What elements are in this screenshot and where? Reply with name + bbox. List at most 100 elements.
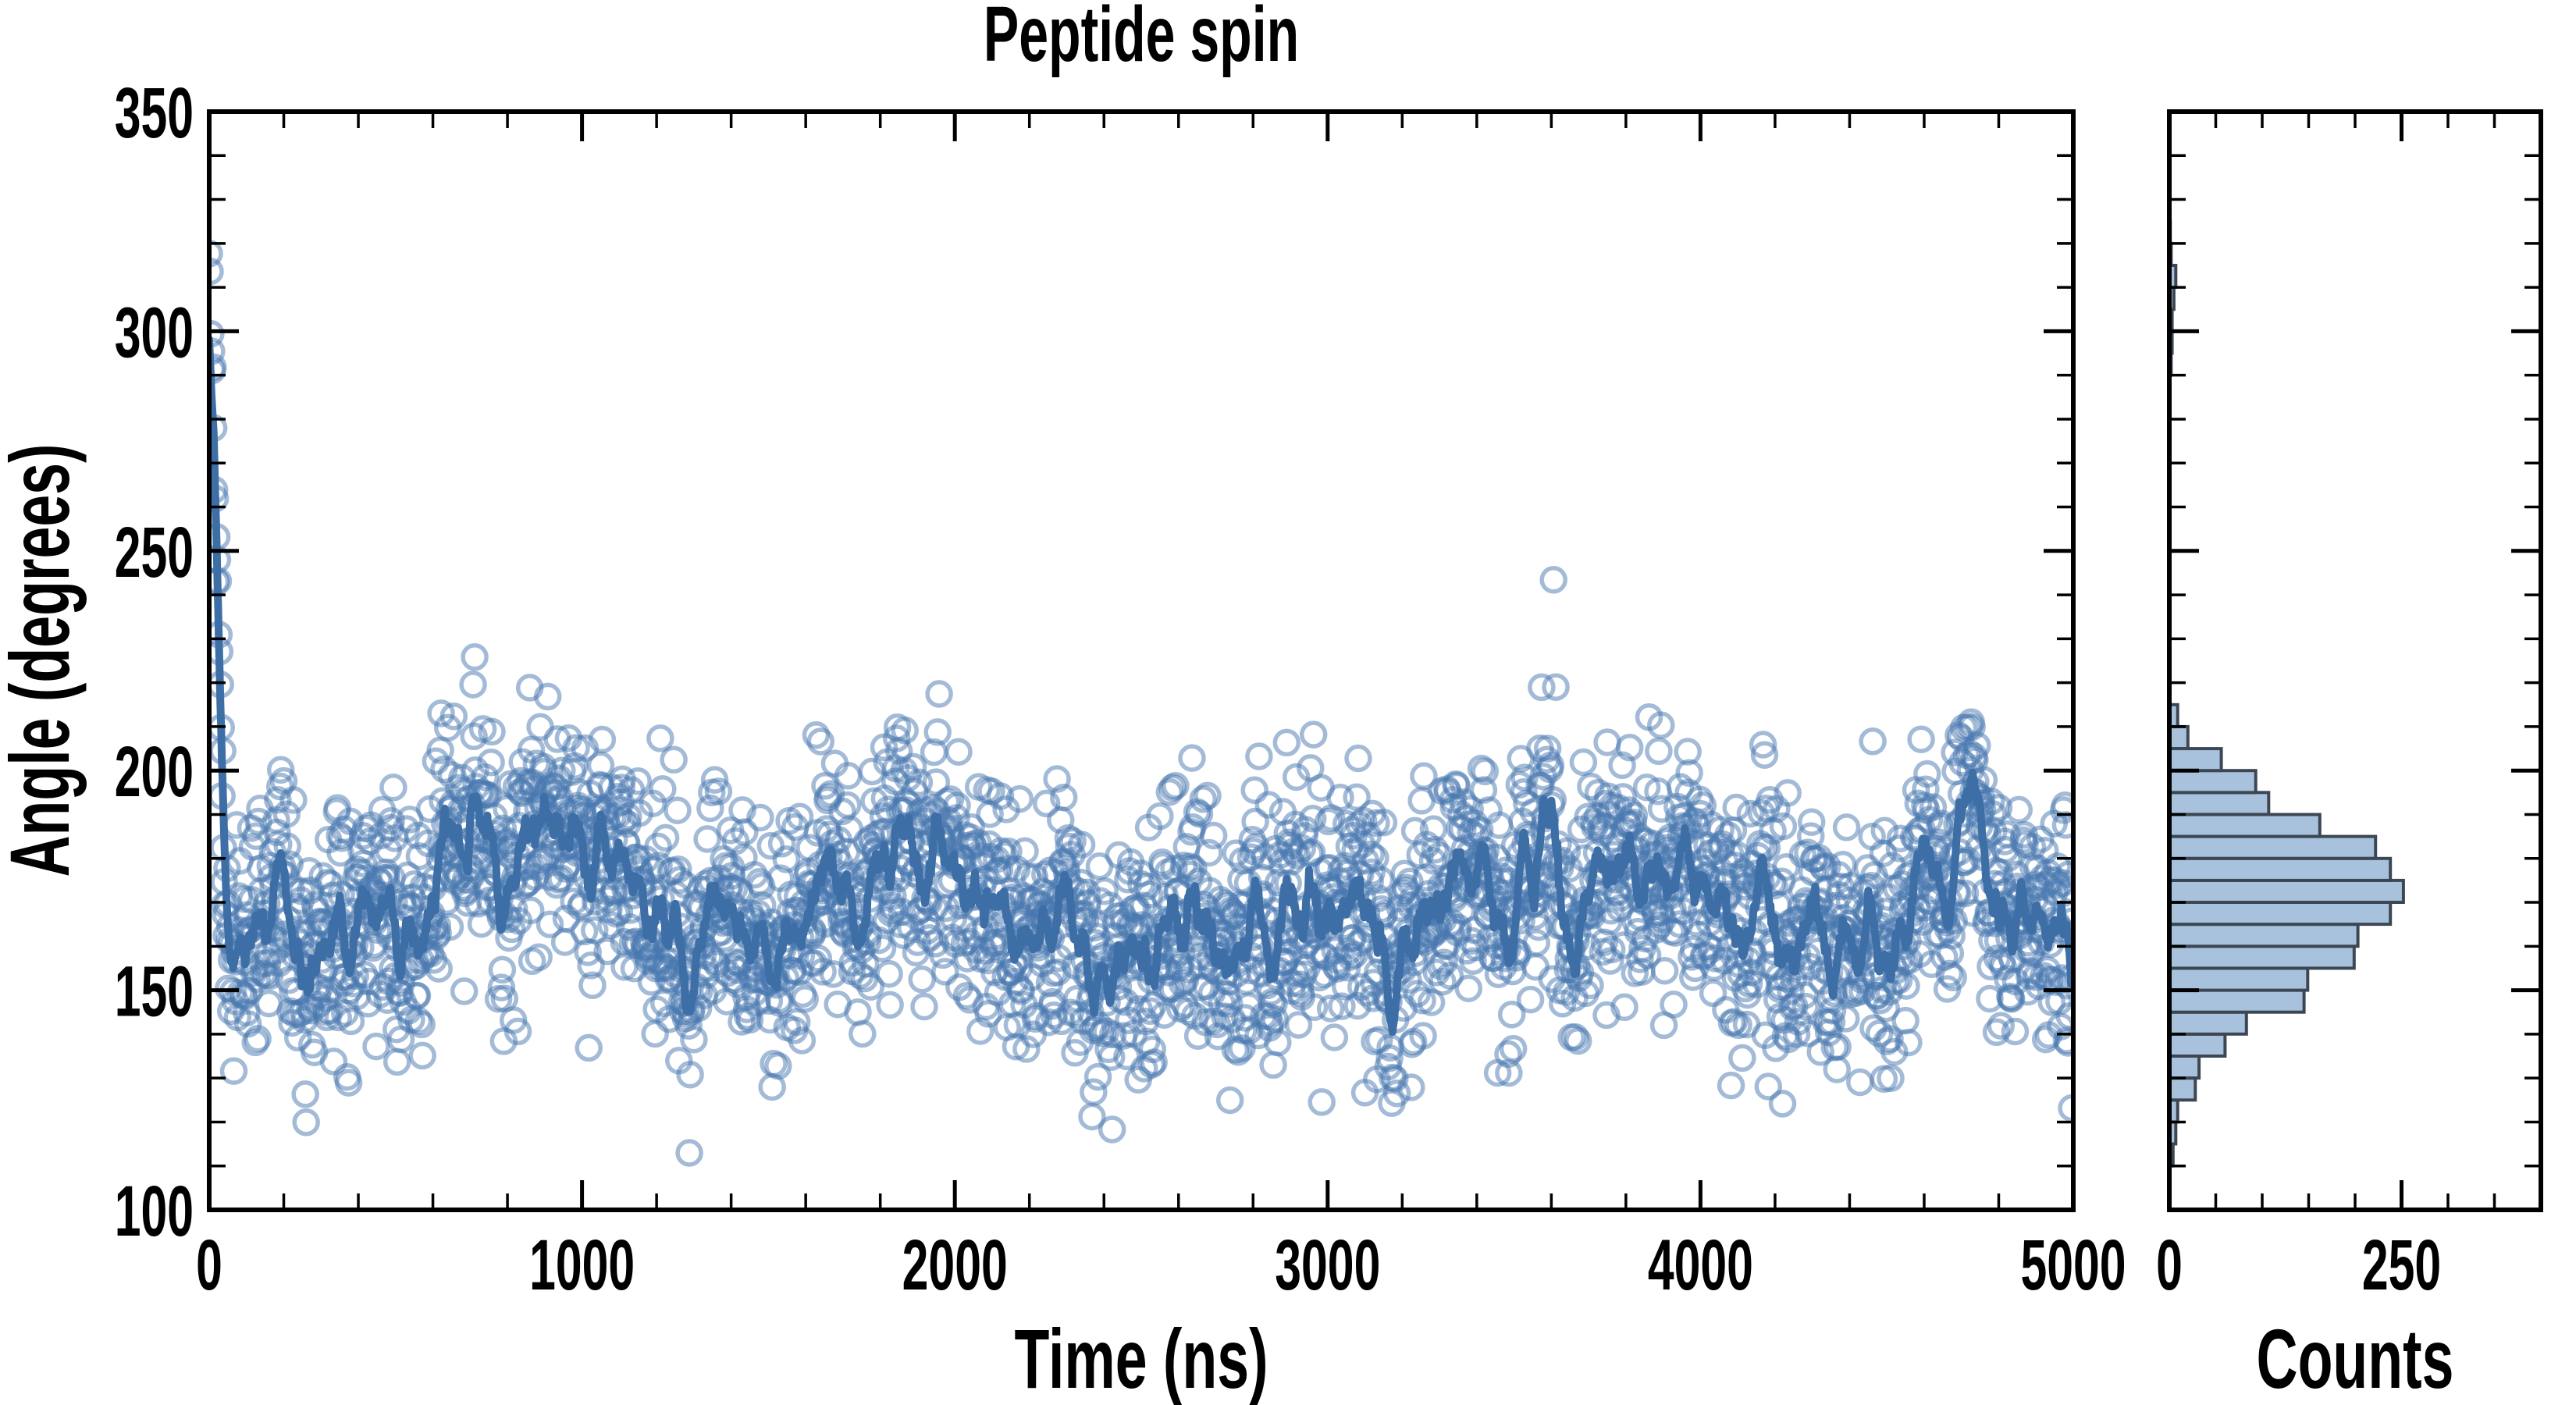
scatter-point (891, 717, 919, 745)
scatter-point (588, 725, 617, 754)
scatter-point (1539, 566, 1567, 594)
y-tick-label: 250 (115, 511, 194, 592)
scatter-point (804, 944, 833, 973)
scatter-point (1189, 784, 1218, 813)
scatter-point (1907, 725, 1935, 753)
histogram-bar (2169, 1032, 2227, 1058)
scatter-point (908, 966, 936, 994)
scatter-point (230, 983, 258, 1011)
scatter-point (1179, 854, 1208, 883)
y-tick-label: 300 (115, 292, 194, 373)
scatter-point (806, 727, 835, 756)
scatter-point (1846, 1068, 1874, 1097)
scatter-point (1660, 991, 1688, 1019)
scatter-point (856, 973, 885, 1001)
scatter-point (1542, 673, 1570, 701)
scatter-point (735, 1005, 764, 1034)
scatter-point (693, 825, 721, 853)
scatter-point (614, 802, 642, 831)
scatter-point (436, 912, 464, 941)
scatter-point (644, 832, 672, 861)
histogram-bar (2169, 813, 2322, 838)
scatter-point (273, 832, 302, 861)
scatter-point (765, 989, 794, 1017)
histogram-bar (2169, 791, 2271, 816)
scatter-point (945, 738, 973, 766)
scatter-point (478, 717, 506, 746)
scatter-point (575, 1033, 603, 1062)
scatter-point (292, 1108, 320, 1136)
y-tick-label: 100 (115, 1170, 194, 1251)
scatter-point (439, 702, 468, 731)
scatter-point (1516, 985, 1545, 1014)
scatter-point (1067, 831, 1096, 859)
scatter-point (586, 751, 615, 780)
scatter-point (1728, 1044, 1756, 1072)
scatter-point (319, 1048, 348, 1076)
scatter-point (923, 718, 952, 746)
scatter-point (1521, 952, 1550, 981)
scatter-point (746, 803, 774, 832)
scatter-point (1135, 880, 1164, 909)
scatter-point (1797, 808, 1826, 836)
scatter-point (471, 763, 500, 791)
histogram-bar (2169, 747, 2223, 773)
scatter-points (209, 240, 2073, 1167)
scatter-point (905, 768, 934, 797)
y-axis-title: Angle (degrees) (0, 444, 87, 877)
histogram-bar (2169, 1076, 2197, 1102)
scatter-point (882, 724, 911, 752)
hist-x-tick-label: 250 (2362, 1224, 2441, 1305)
histogram-bar (2169, 1010, 2248, 1036)
scatter-point (461, 643, 489, 671)
scatter-point (1140, 1048, 1168, 1076)
scatter-point (788, 1026, 817, 1055)
scatter-point (548, 756, 576, 785)
scatter-point (1344, 744, 1372, 773)
scatter-point (1195, 838, 1223, 867)
scatter-point (756, 831, 785, 860)
scatter-point (664, 855, 692, 884)
scatter-point (1499, 1034, 1528, 1063)
scatter-point (844, 998, 872, 1026)
scatter-point (910, 992, 938, 1021)
scatter-point (1012, 1035, 1041, 1063)
scatter-point (1098, 1115, 1126, 1144)
x-tick-label: 5000 (2020, 1224, 2126, 1305)
scatter-point (336, 1007, 365, 1036)
scatter-point (936, 785, 965, 813)
scatter-point (379, 774, 407, 802)
histogram-bar (2169, 878, 2405, 905)
scatter-point (772, 845, 801, 873)
scatter-point (649, 775, 677, 803)
scatter-point (407, 1010, 436, 1039)
scatter-point (1454, 974, 1483, 1002)
histogram-bar (2169, 944, 2356, 970)
scatter-point (266, 756, 295, 784)
scatter-point (943, 791, 971, 820)
scatter-point (377, 807, 405, 835)
hist-x-tick-label: 0 (2156, 1224, 2183, 1305)
scatter-point (1148, 852, 1177, 880)
scatter-point (1083, 1062, 1112, 1091)
y-tick-label: 200 (115, 731, 194, 812)
scatter-point (1178, 744, 1206, 772)
scatter-point (1044, 958, 1072, 987)
scatter-point (680, 1025, 708, 1054)
y-tick-label: 150 (115, 951, 194, 1032)
scatter-point (577, 951, 605, 980)
scatter-point (704, 777, 733, 806)
scatter-point (1080, 1078, 1108, 1106)
scatter-point (516, 896, 545, 925)
scatter-point (408, 1041, 436, 1070)
scatter-point (641, 1019, 669, 1048)
scatter-point (849, 1019, 877, 1048)
scatter-point (785, 802, 814, 831)
scatter-point (1717, 1071, 1745, 1100)
y-tick-label: 350 (115, 72, 194, 153)
scatter-point (503, 1017, 532, 1046)
scatter-point (1260, 990, 1288, 1018)
scatter-point (676, 1060, 704, 1089)
scatter-point (382, 1048, 411, 1076)
scatter-point (477, 748, 505, 777)
